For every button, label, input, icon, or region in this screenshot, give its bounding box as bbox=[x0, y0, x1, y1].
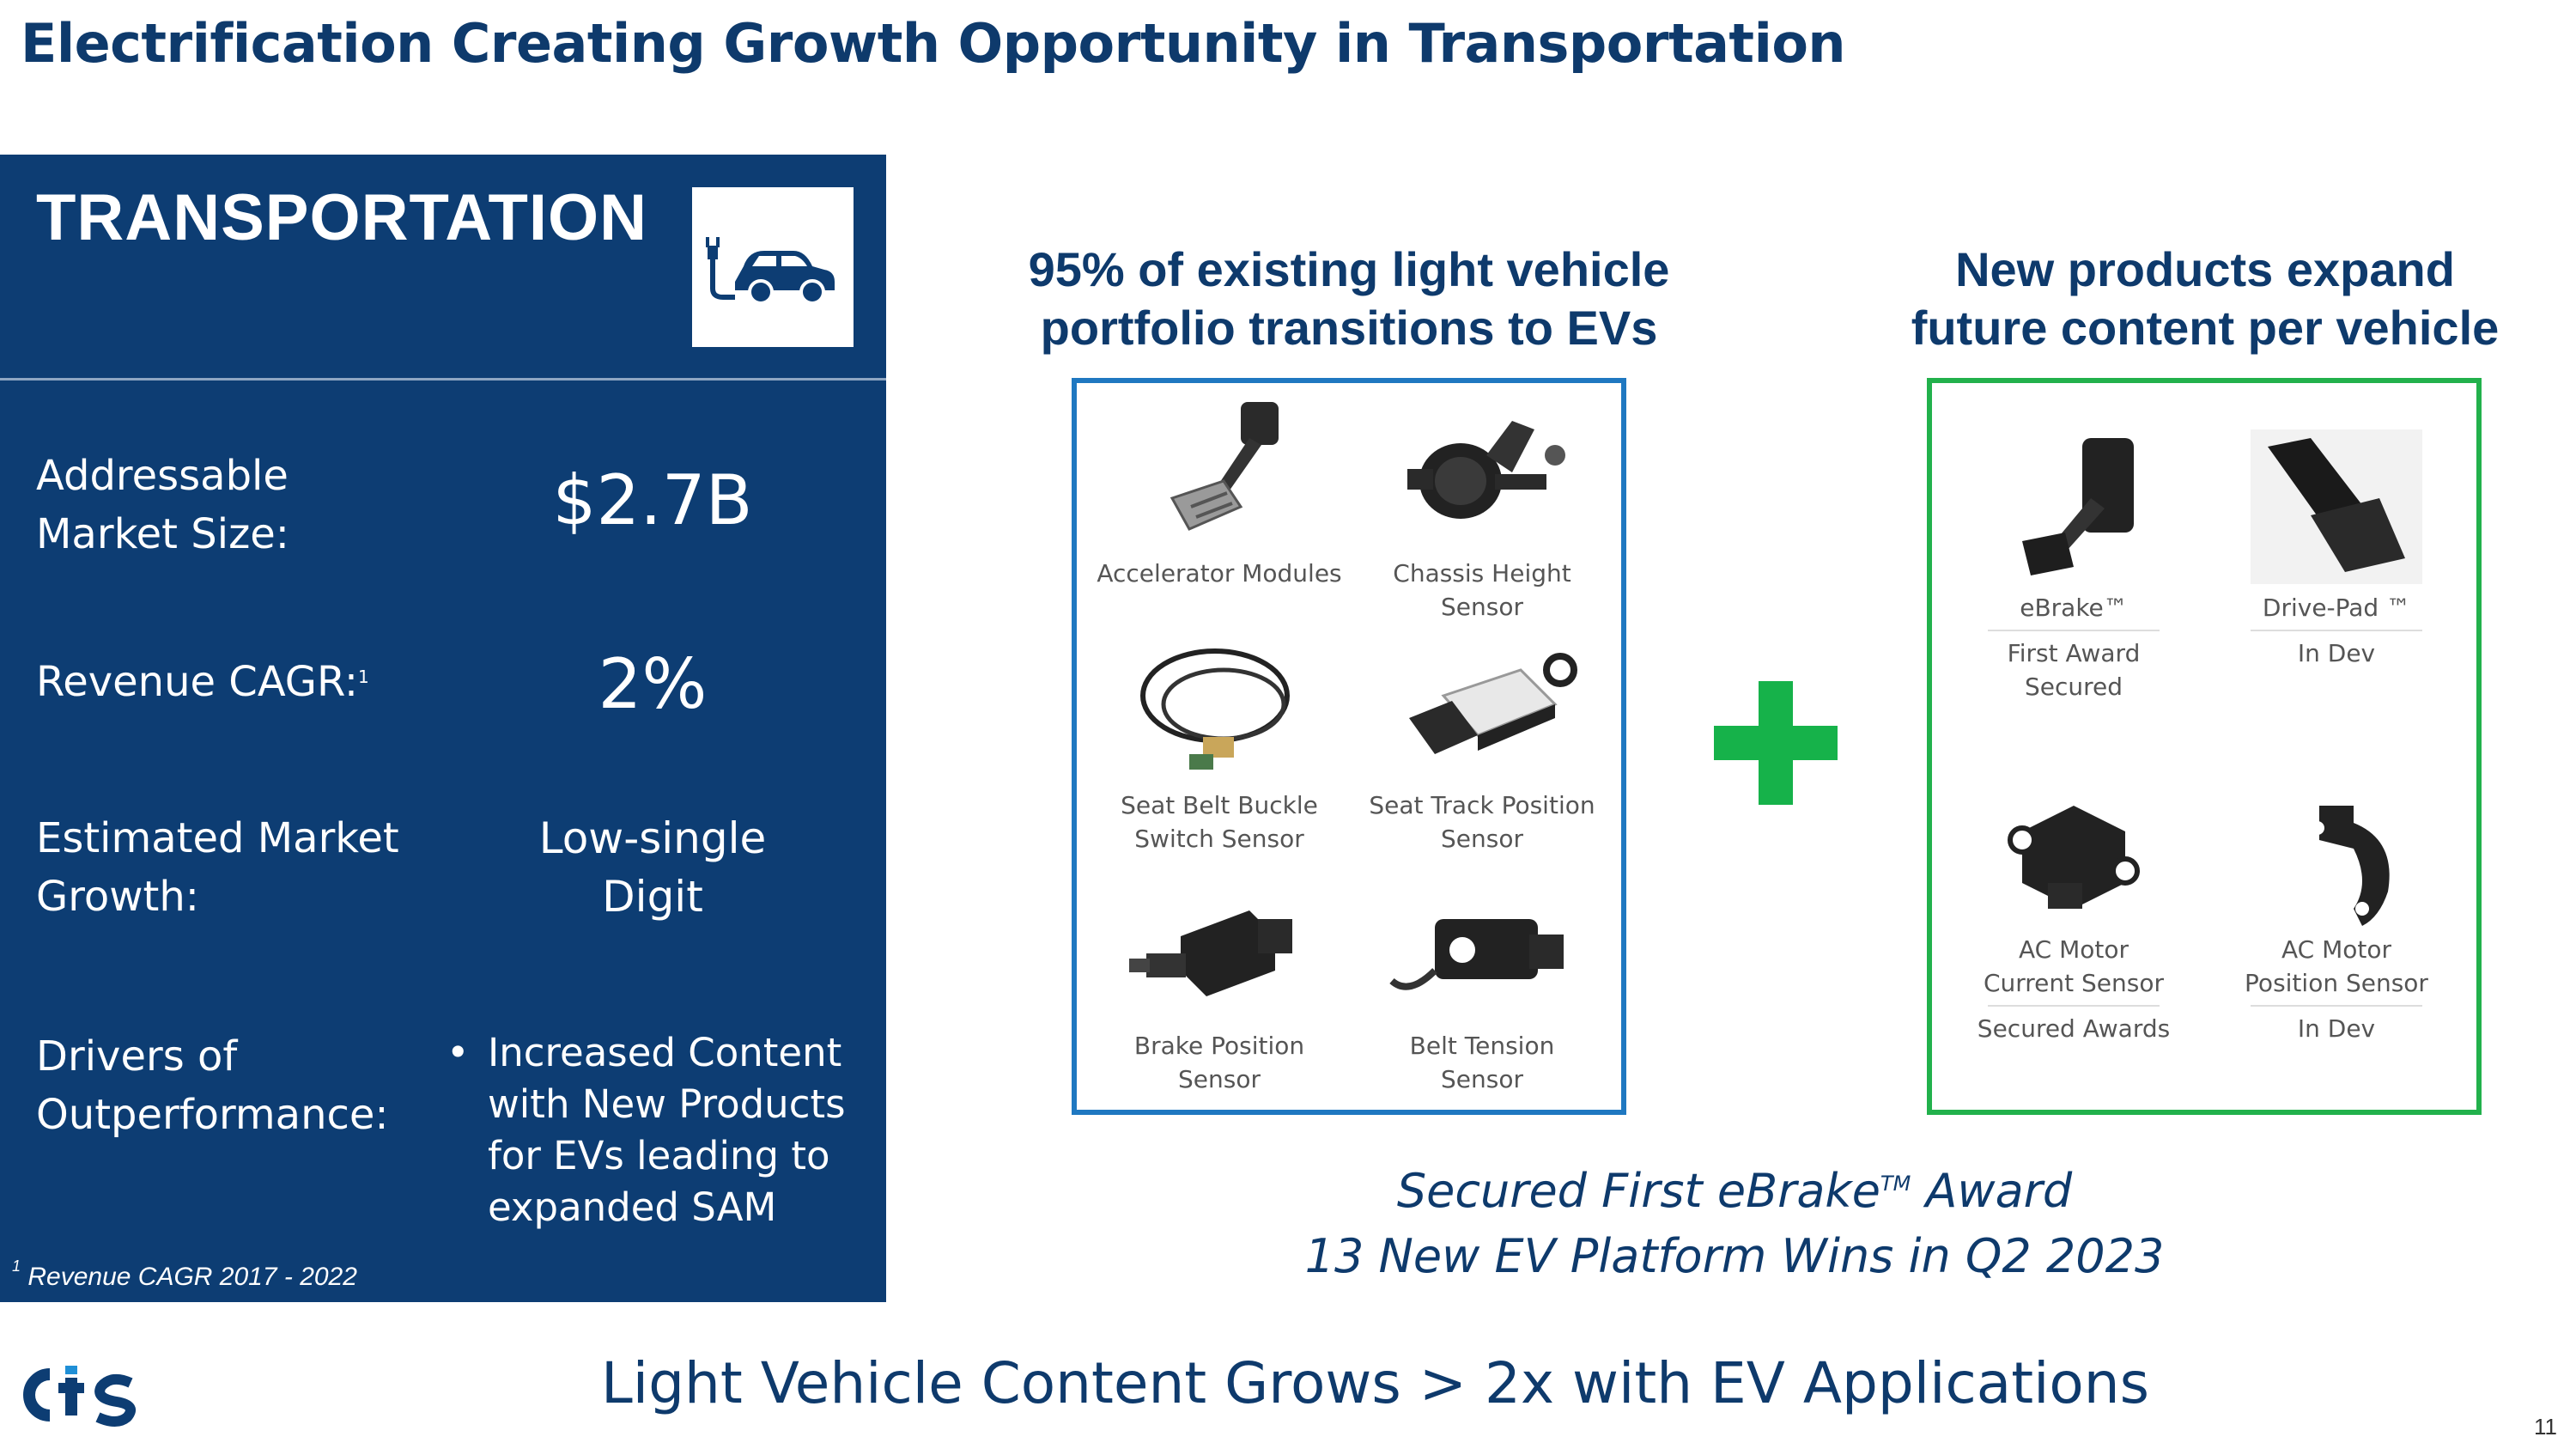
product-label: Chassis Height Sensor bbox=[1393, 559, 1571, 621]
market-growth-value-line1: Low-single bbox=[538, 813, 767, 863]
product-status: Secured Awards bbox=[1977, 1014, 2171, 1043]
ebrake-pedal-icon bbox=[2022, 438, 2134, 575]
transportation-panel: TRANSPORTATION Addressable Market Size: … bbox=[0, 155, 886, 1302]
footnote-sup: 1 bbox=[12, 1257, 21, 1275]
existing-products-box bbox=[1072, 378, 1626, 1115]
brake-switch-icon bbox=[1129, 910, 1292, 996]
trademark-sup: TM bbox=[1880, 1172, 1911, 1196]
accelerator-pedal-icon bbox=[1170, 402, 1279, 531]
product-name: Current Sensor bbox=[1983, 969, 2165, 997]
market-growth-label-line2: Growth: bbox=[36, 873, 199, 921]
cts-logo bbox=[15, 1361, 153, 1434]
footnote-text: Revenue CAGR 2017 - 2022 bbox=[27, 1263, 357, 1291]
product-label: Sensor bbox=[1441, 825, 1523, 853]
current-sensor-icon bbox=[2008, 806, 2140, 909]
revenue-cagr-value: 2% bbox=[598, 644, 708, 724]
product-name: AC Motor bbox=[2018, 935, 2129, 964]
product-ac-motor-position-sensor: AC Motor Position Sensor In Dev bbox=[2229, 788, 2444, 1045]
award-line1-suffix: Award bbox=[1911, 1164, 2073, 1218]
belt-tension-sensor-icon bbox=[1389, 919, 1564, 990]
bottom-tagline: Light Vehicle Content Grows > 2x with EV… bbox=[601, 1350, 2150, 1416]
footnote: 1 Revenue CAGR 2017 - 2022 bbox=[12, 1257, 357, 1292]
market-size-label-line2: Market Size: bbox=[36, 510, 289, 558]
footnote-marker: 1 bbox=[358, 667, 369, 687]
market-growth-value-line2: Digit bbox=[602, 872, 703, 922]
product-label: Brake Position bbox=[1133, 1032, 1305, 1060]
product-name: AC Motor bbox=[2281, 935, 2392, 964]
divider bbox=[2251, 1005, 2422, 1007]
chassis-sensor-icon bbox=[1407, 421, 1565, 519]
seat-track-sensor-icon bbox=[1409, 653, 1577, 754]
product-label: Belt Tension bbox=[1409, 1032, 1555, 1060]
product-name: eBrake™ bbox=[2020, 594, 2128, 622]
new-heading-line1: New products expand bbox=[1955, 242, 2455, 296]
drivers-line: with New Products bbox=[488, 1081, 846, 1127]
product-label: Switch Sensor bbox=[1134, 825, 1304, 853]
drivers-label: Drivers of Outperformance: bbox=[36, 1027, 389, 1144]
drive-pad-icon bbox=[2251, 429, 2422, 584]
market-growth-value: Low-single Digit bbox=[481, 809, 824, 926]
market-size-label-line1: Addressable bbox=[36, 452, 289, 500]
product-drive-pad: Drive-Pad ™ In Dev bbox=[2229, 429, 2444, 670]
product-status: In Dev bbox=[2297, 1014, 2376, 1043]
award-line2: 13 New EV Platform Wins in Q2 2023 bbox=[1304, 1229, 2165, 1283]
new-products-heading: New products expand future content per v… bbox=[1855, 240, 2555, 357]
product-label: Seat Belt Buckle bbox=[1121, 791, 1318, 819]
product-label: Sensor bbox=[1178, 1065, 1261, 1093]
award-callout: Secured First eBrakeTM Award 13 New EV P… bbox=[1271, 1151, 2198, 1289]
award-line1-text: Secured First eBrake bbox=[1396, 1164, 1880, 1218]
position-sensor-icon bbox=[2311, 806, 2390, 926]
product-brake-position-sensor: Brake Position Sensor bbox=[1091, 885, 1348, 1096]
divider bbox=[1988, 630, 2160, 631]
bullet-marker: • bbox=[447, 1030, 470, 1075]
drivers-list: • Increased Content with New Products fo… bbox=[447, 1027, 850, 1233]
existing-heading-line1: 95% of existing light vehicle bbox=[1028, 242, 1670, 296]
award-line1: Secured First eBrakeTM Award bbox=[1271, 1151, 2198, 1224]
divider bbox=[2251, 630, 2422, 631]
divider bbox=[1988, 1005, 2160, 1007]
product-ac-motor-current-sensor: AC Motor Current Sensor Secured Awards bbox=[1966, 788, 2181, 1045]
panel-divider bbox=[0, 378, 886, 381]
slide-title: Electrification Creating Growth Opportun… bbox=[21, 12, 1846, 75]
drivers-line: for EVs leading to bbox=[488, 1133, 830, 1178]
cable-sensor-icon bbox=[1140, 648, 1290, 770]
product-seat-track-sensor: Seat Track Position Sensor bbox=[1353, 636, 1611, 855]
page-number: 11 bbox=[2534, 1414, 2557, 1440]
drivers-line: Increased Content bbox=[488, 1030, 842, 1075]
product-belt-tension-sensor: Belt Tension Sensor bbox=[1353, 885, 1611, 1096]
revenue-cagr-label-text: Revenue CAGR: bbox=[36, 658, 359, 706]
panel-heading: TRANSPORTATION bbox=[36, 181, 648, 254]
product-name: Position Sensor bbox=[2245, 969, 2428, 997]
plus-icon bbox=[1714, 681, 1838, 805]
product-accelerator-modules: Accelerator Modules bbox=[1091, 395, 1348, 590]
new-heading-line2: future content per vehicle bbox=[1911, 301, 2500, 355]
market-size-value: $2.7B bbox=[552, 460, 753, 540]
product-status: Secured bbox=[2024, 673, 2123, 701]
product-label: Sensor bbox=[1441, 1065, 1523, 1093]
product-status: First Award bbox=[2007, 639, 2141, 667]
ev-car-plug-icon bbox=[692, 187, 854, 347]
market-size-label: Addressable Market Size: bbox=[36, 447, 289, 563]
drivers-label-line1: Drivers of bbox=[36, 1032, 238, 1081]
existing-heading-line2: portfolio transitions to EVs bbox=[1040, 301, 1658, 355]
new-products-box bbox=[1927, 378, 2482, 1115]
product-ebrake: eBrake™ First Award Secured bbox=[1966, 429, 2181, 703]
product-seat-belt-buckle-sensor: Seat Belt Buckle Switch Sensor bbox=[1091, 636, 1348, 855]
drivers-label-line2: Outperformance: bbox=[36, 1091, 389, 1139]
market-growth-label-line1: Estimated Market bbox=[36, 814, 399, 862]
product-label: Seat Track Position bbox=[1369, 791, 1595, 819]
drivers-line: expanded SAM bbox=[488, 1184, 777, 1230]
product-status: In Dev bbox=[2297, 639, 2376, 667]
revenue-cagr-label: Revenue CAGR:1 bbox=[36, 653, 369, 711]
existing-portfolio-heading: 95% of existing light vehicle portfolio … bbox=[996, 240, 1702, 357]
product-label: Accelerator Modules bbox=[1097, 559, 1342, 588]
product-name: Drive-Pad ™ bbox=[2262, 594, 2411, 622]
market-growth-label: Estimated Market Growth: bbox=[36, 809, 399, 926]
product-chassis-height-sensor: Chassis Height Sensor bbox=[1353, 395, 1611, 624]
